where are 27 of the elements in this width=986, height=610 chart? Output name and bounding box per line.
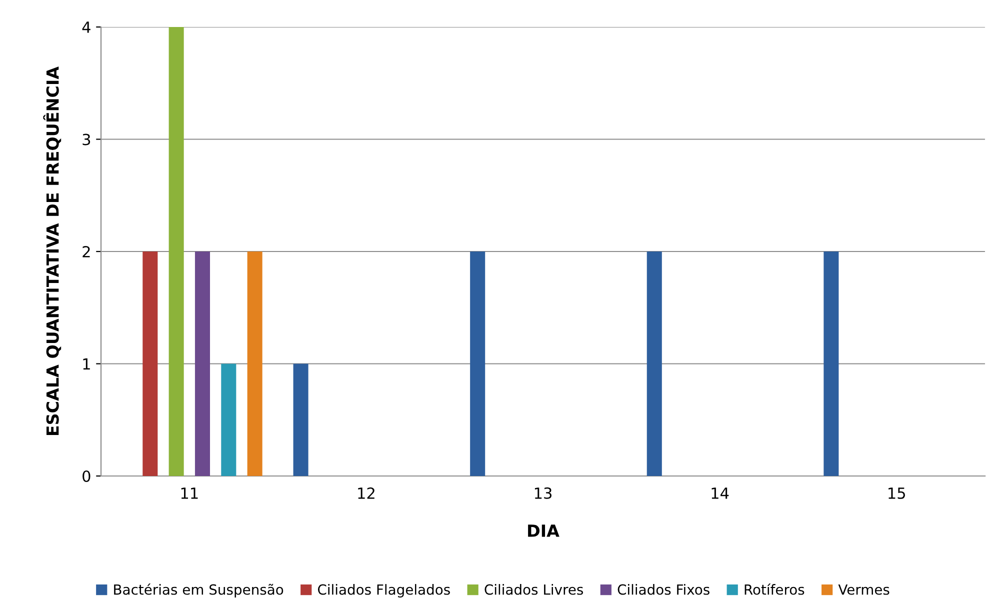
y-axis-title: ESCALA QUANTITATIVA DE FREQUÊNCIA xyxy=(43,66,62,436)
x-tick-label: 11 xyxy=(181,488,198,499)
bar xyxy=(247,252,262,476)
x-tick-label: 12 xyxy=(358,487,374,499)
y-tick-label: 2 xyxy=(82,246,90,258)
y-tick-label: 0 xyxy=(82,470,90,482)
y-tick-label: 3 xyxy=(82,134,90,146)
y-tick-label: 4 xyxy=(82,22,90,33)
bar xyxy=(168,27,184,476)
bar xyxy=(221,364,236,476)
bar xyxy=(142,252,158,476)
bar xyxy=(470,252,486,476)
bar xyxy=(194,252,210,476)
bar xyxy=(293,364,308,476)
x-tick-label: 13 xyxy=(534,487,552,499)
bar xyxy=(646,252,662,476)
x-tick-label: 15 xyxy=(888,488,905,499)
legend-label: Ciliados Fixos xyxy=(618,584,710,595)
legend-label: Rotíferos xyxy=(744,584,804,595)
legend-label: Vermes xyxy=(838,584,890,595)
legend-label: Ciliados Flagelados xyxy=(318,584,450,598)
x-axis-title: DIA xyxy=(528,524,560,537)
x-tick-label: 14 xyxy=(712,488,729,499)
bar xyxy=(824,252,839,476)
y-tick-label: 1 xyxy=(83,358,90,370)
legend-label: Bactérias em Suspensão xyxy=(114,584,284,598)
legend-label: Ciliados Livres xyxy=(484,584,584,595)
